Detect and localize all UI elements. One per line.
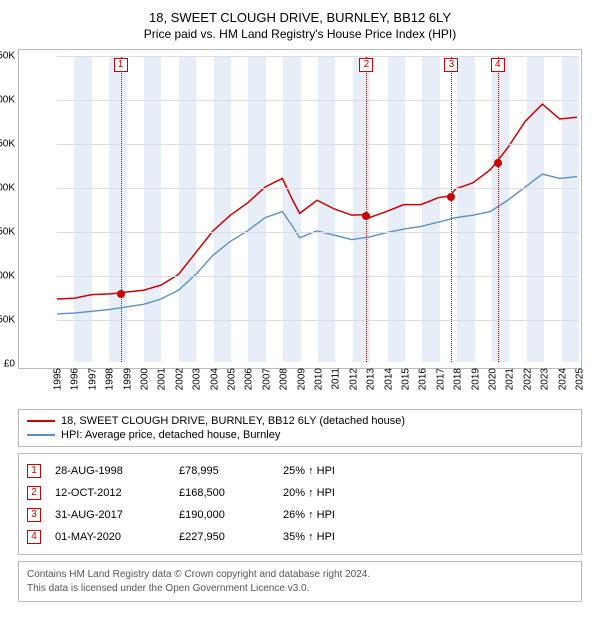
x-tick-label: 2015 <box>399 368 412 390</box>
x-tick-label: 2024 <box>555 368 568 390</box>
x-tick-label: 2009 <box>294 368 307 390</box>
y-tick-label: £300K <box>0 95 19 106</box>
x-tick-label: 2005 <box>225 368 238 390</box>
x-tick-label: 2010 <box>312 368 325 390</box>
event-table-row: 2 12-OCT-2012 £168,500 20% ↑ HPI <box>27 482 573 504</box>
event-line <box>366 56 367 362</box>
legend-label: 18, SWEET CLOUGH DRIVE, BURNLEY, BB12 6L… <box>61 415 405 427</box>
x-tick-label: 2019 <box>468 368 481 390</box>
x-tick-label: 2022 <box>520 368 533 390</box>
gridline <box>57 100 577 101</box>
event-marker: 3 <box>444 58 458 72</box>
series-hpi <box>57 174 577 314</box>
event-pct: 26% ↑ HPI <box>283 509 393 521</box>
gridline <box>57 144 577 145</box>
x-tick-label: 2006 <box>242 368 255 390</box>
y-tick-label: £100K <box>0 271 19 282</box>
x-tick-label: 2023 <box>538 368 551 390</box>
x-tick-label: 1996 <box>68 368 81 390</box>
gridline <box>57 232 577 233</box>
event-price: £227,950 <box>179 531 269 543</box>
y-tick-label: £250K <box>0 139 19 150</box>
x-tick-label: 2014 <box>381 368 394 390</box>
x-tick-label: 2025 <box>573 368 586 390</box>
legend-row: HPI: Average price, detached house, Burn… <box>27 428 573 442</box>
gridline <box>57 276 577 277</box>
event-line <box>451 56 452 362</box>
page-title: 18, SWEET CLOUGH DRIVE, BURNLEY, BB12 6L… <box>8 10 592 25</box>
event-price: £78,995 <box>179 465 269 477</box>
y-tick-label: £50K <box>0 315 19 326</box>
y-tick-label: £350K <box>0 51 19 62</box>
x-tick-label: 2013 <box>364 368 377 390</box>
y-tick-label: £0 <box>4 359 19 370</box>
event-num: 3 <box>27 508 41 522</box>
event-num: 4 <box>27 530 41 544</box>
x-tick-label: 2008 <box>277 368 290 390</box>
event-date: 28-AUG-1998 <box>55 465 165 477</box>
event-date: 12-OCT-2012 <box>55 487 165 499</box>
event-line <box>498 56 499 362</box>
event-num: 1 <box>27 464 41 478</box>
event-dot <box>362 212 370 220</box>
x-tick-label: 2018 <box>451 368 464 390</box>
legend-swatch <box>27 434 55 436</box>
events-table: 1 28-AUG-1998 £78,995 25% ↑ HPI 2 12-OCT-2012… <box>18 453 582 555</box>
chart: 1234 £0£50K£100K£150K£200K£250K£300K£350… <box>18 49 582 369</box>
y-tick-label: £200K <box>0 183 19 194</box>
y-tick-label: £150K <box>0 227 19 238</box>
x-tick-label: 1995 <box>51 368 64 390</box>
x-tick-label: 1997 <box>85 368 98 390</box>
gridline <box>57 320 577 321</box>
footer: Contains HM Land Registry data © Crown c… <box>18 561 582 602</box>
x-tick-label: 2011 <box>329 368 342 390</box>
event-dot <box>117 290 125 298</box>
x-tick-label: 2003 <box>190 368 203 390</box>
event-pct: 25% ↑ HPI <box>283 465 393 477</box>
event-table-row: 1 28-AUG-1998 £78,995 25% ↑ HPI <box>27 460 573 482</box>
event-price: £190,000 <box>179 509 269 521</box>
chart-svg <box>57 56 577 362</box>
event-table-row: 3 31-AUG-2017 £190,000 26% ↑ HPI <box>27 504 573 526</box>
page-subtitle: Price paid vs. HM Land Registry's House … <box>8 27 592 41</box>
legend: 18, SWEET CLOUGH DRIVE, BURNLEY, BB12 6L… <box>18 409 582 447</box>
event-price: £168,500 <box>179 487 269 499</box>
x-tick-label: 2001 <box>155 368 168 390</box>
event-dot <box>447 193 455 201</box>
x-tick-label: 2016 <box>416 368 429 390</box>
x-tick-label: 2000 <box>138 368 151 390</box>
gridline <box>57 188 577 189</box>
x-tick-label: 1999 <box>120 368 133 390</box>
event-marker: 1 <box>114 58 128 72</box>
legend-swatch <box>27 420 55 422</box>
series-property <box>57 104 577 299</box>
event-date: 01-MAY-2020 <box>55 531 165 543</box>
event-pct: 35% ↑ HPI <box>283 531 393 543</box>
x-tick-label: 1998 <box>103 368 116 390</box>
x-tick-label: 2021 <box>503 368 516 390</box>
event-pct: 20% ↑ HPI <box>283 487 393 499</box>
gridline <box>57 56 577 57</box>
x-tick-label: 2017 <box>433 368 446 390</box>
event-date: 31-AUG-2017 <box>55 509 165 521</box>
footer-line2: This data is licensed under the Open Gov… <box>27 582 573 596</box>
event-line <box>121 56 122 362</box>
event-marker: 2 <box>359 58 373 72</box>
x-tick-label: 2007 <box>259 368 272 390</box>
x-tick-label: 2020 <box>486 368 499 390</box>
event-num: 2 <box>27 486 41 500</box>
event-dot <box>494 159 502 167</box>
plot-area: 1 2 3 4 <box>57 56 577 362</box>
legend-label: HPI: Average price, detached house, Burn… <box>61 429 280 441</box>
x-tick-label: 2004 <box>207 368 220 390</box>
x-tick-label: 2002 <box>172 368 185 390</box>
event-marker: 4 <box>491 58 505 72</box>
x-tick-label: 2012 <box>346 368 359 390</box>
event-table-row: 4 01-MAY-2020 £227,950 35% ↑ HPI <box>27 526 573 548</box>
footer-line1: Contains HM Land Registry data © Crown c… <box>27 568 573 582</box>
legend-row: 18, SWEET CLOUGH DRIVE, BURNLEY, BB12 6L… <box>27 414 573 428</box>
